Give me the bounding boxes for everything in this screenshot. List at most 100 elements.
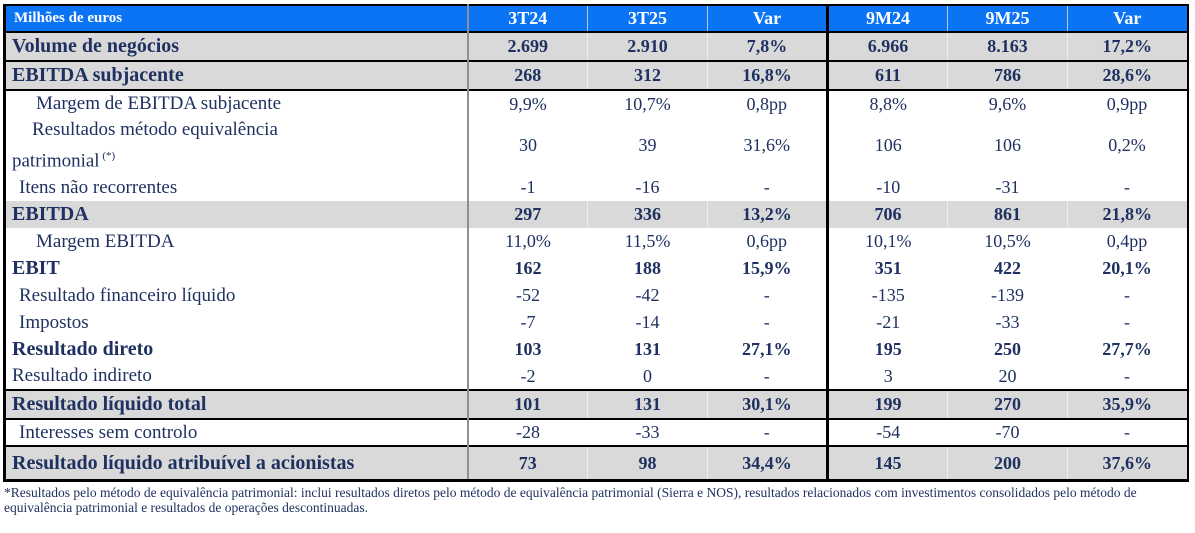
row-label: Itens não recorrentes	[4, 174, 469, 202]
financial-results-table-wrap: Milhões de euros 3T24 3T25 Var 9M24 9M25 Var …	[3, 4, 1189, 516]
cell-value: 706	[874, 204, 902, 225]
cell-value: 145	[874, 452, 902, 473]
cell-value: -135	[871, 285, 905, 306]
cell-value: 2.699	[507, 36, 549, 56]
table-row: EBITDA subjacente 268 312 16,8% 611 786 …	[4, 61, 1188, 90]
row-label: Resultado líquido atribuível a acionista…	[4, 446, 469, 481]
cell-value: 39	[638, 135, 657, 156]
cell-value: 98	[587, 446, 708, 481]
row-label: Resultado indireto	[4, 363, 469, 391]
cell-value: -	[1124, 422, 1130, 443]
table-row: Interesses sem controlo -28 -33 - -54 -7…	[4, 419, 1188, 447]
cell-value: 0,2%	[1108, 135, 1146, 156]
cell-value: 7,8%	[707, 32, 829, 61]
cell-value: -	[707, 419, 829, 447]
table-header: Milhões de euros 3T24 3T25 Var 9M24 9M25 Var	[4, 5, 1188, 32]
cell-value: -2	[520, 365, 536, 386]
row-label: Resultados método equivalência patrimoni…	[4, 117, 469, 175]
row-label: EBITDA	[4, 201, 469, 229]
cell-value: 9,6%	[988, 93, 1027, 114]
cell-value: -	[707, 174, 829, 202]
cell-value: 611	[874, 65, 901, 85]
cell-value: 17,2%	[1067, 32, 1188, 61]
cell-value: 268	[514, 65, 542, 85]
cell-value: -	[707, 309, 829, 337]
cell-value: -	[1124, 365, 1130, 386]
column-header: 3T25	[587, 5, 708, 32]
table-row: Resultados método equivalência patrimoni…	[4, 117, 1188, 175]
table-row: Itens não recorrentes -1 -16 - -10 -31 -	[4, 174, 1188, 202]
cell-value: 37,6%	[1067, 446, 1188, 481]
cell-value: 0,9pp	[1106, 93, 1148, 114]
table-row: Resultado líquido total 101 131 30,1% 19…	[4, 390, 1188, 420]
cell-value: 0,4pp	[1106, 231, 1148, 252]
cell-value: -42	[635, 285, 660, 306]
cell-value: 34,4%	[707, 446, 829, 481]
cell-value: -33	[635, 422, 660, 443]
cell-value: 21,8%	[1067, 201, 1188, 229]
footnote-marker: (*)	[99, 150, 116, 162]
cell-value: -21	[876, 312, 901, 333]
cell-value: 131	[634, 339, 661, 360]
table-row: Impostos -7 -14 - -21 -33 -	[4, 309, 1188, 337]
cell-value: -54	[876, 422, 901, 443]
cell-value: -1	[520, 177, 536, 198]
row-label: Margem EBITDA	[4, 228, 469, 256]
row-label: Resultado direto	[4, 336, 469, 364]
header-row: Milhões de euros 3T24 3T25 Var 9M24 9M25 Var	[4, 5, 1188, 32]
cell-value: 101	[514, 394, 542, 415]
cell-value: 162	[514, 258, 542, 279]
cell-value: -	[707, 363, 829, 391]
column-header: 9M25	[947, 5, 1068, 32]
cell-value: -	[1124, 285, 1130, 306]
table-row: EBITDA 297 336 13,2% 706 861 21,8%	[4, 201, 1188, 229]
cell-value: -	[707, 282, 829, 310]
cell-value: -16	[635, 177, 660, 198]
cell-value: 106	[994, 135, 1021, 156]
unit-label: Milhões de euros	[4, 5, 469, 32]
cell-value: 3	[883, 365, 893, 386]
cell-value: 8.163	[947, 32, 1068, 61]
column-header: 9M24	[866, 8, 910, 28]
financial-results-table: Milhões de euros 3T24 3T25 Var 9M24 9M25 Var …	[3, 4, 1189, 482]
cell-value: 103	[514, 339, 542, 360]
cell-value: 131	[587, 390, 708, 420]
cell-value: 10,7%	[624, 93, 671, 114]
cell-value: 195	[874, 339, 902, 360]
cell-value: -14	[635, 312, 660, 333]
table-row: Resultado líquido atribuível a acionista…	[4, 446, 1188, 481]
cell-value: 73	[518, 452, 537, 473]
cell-value: 422	[994, 258, 1021, 279]
cell-value: -139	[991, 285, 1024, 306]
cell-value: -7	[520, 312, 536, 333]
table-row: Resultado indireto -2 0 - 3 20 -	[4, 363, 1188, 391]
table-body: Volume de negócios 2.699 2.910 7,8% 6.96…	[4, 32, 1188, 481]
row-label: EBITDA subjacente	[4, 61, 469, 90]
cell-value: 0,8pp	[707, 90, 829, 117]
cell-value: 106	[874, 135, 902, 156]
row-label: Margem de EBITDA subjacente	[4, 90, 469, 117]
table-row: Margem EBITDA 11,0% 11,5% 0,6pp 10,1% 10…	[4, 228, 1188, 256]
cell-value: 336	[587, 201, 708, 229]
cell-value: 270	[947, 390, 1068, 420]
row-label: Interesses sem controlo	[4, 419, 469, 447]
column-header: 3T24	[508, 8, 548, 28]
cell-value: 28,6%	[1067, 61, 1188, 90]
cell-value: 10,1%	[865, 231, 912, 252]
cell-value: 188	[634, 258, 661, 279]
cell-value: 31,6%	[707, 117, 829, 175]
cell-value: 11,0%	[505, 231, 551, 252]
cell-value: 0	[643, 365, 652, 386]
cell-value: 786	[947, 61, 1068, 90]
row-label: Resultado financeiro líquido	[4, 282, 469, 310]
cell-value: 15,9%	[707, 255, 829, 283]
column-header: Var	[1067, 5, 1188, 32]
cell-value: -70	[995, 422, 1020, 443]
column-header: Var	[707, 5, 829, 32]
table-row: EBIT 162 188 15,9% 351 422 20,1%	[4, 255, 1188, 283]
cell-value: 13,2%	[707, 201, 829, 229]
cell-value: 200	[947, 446, 1068, 481]
cell-value: -33	[995, 312, 1020, 333]
cell-value: 35,9%	[1067, 390, 1188, 420]
cell-value: 0,6pp	[707, 228, 829, 256]
